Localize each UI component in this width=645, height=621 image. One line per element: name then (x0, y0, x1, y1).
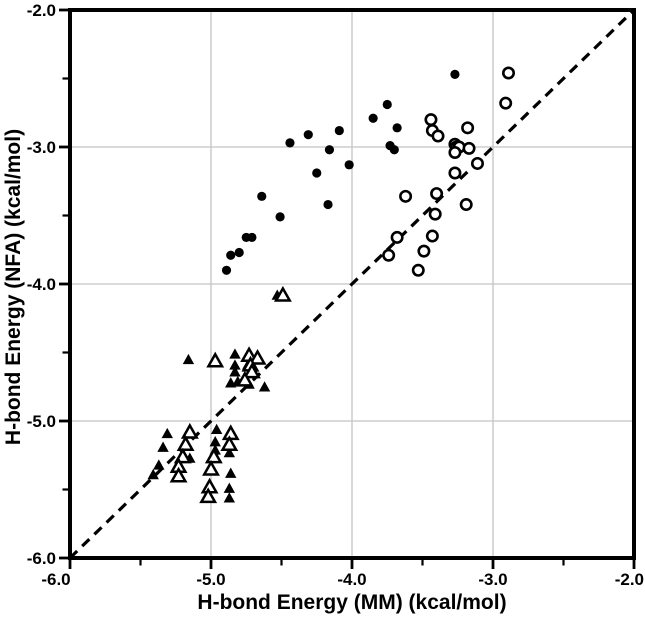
series-filled-circles (221, 69, 460, 275)
axis-ticks (59, 8, 636, 569)
x-tick-label: -4.0 (337, 570, 366, 589)
data-point (247, 232, 257, 243)
x-tick-label: -3.0 (478, 570, 507, 589)
data-point (462, 141, 476, 155)
data-point (202, 459, 220, 476)
data-point (182, 353, 195, 365)
data-point (470, 156, 484, 170)
data-point (180, 422, 199, 439)
data-point (389, 145, 399, 155)
x-tick-label: -5.0 (196, 570, 225, 589)
data-point (424, 113, 438, 127)
y-tick-label: -2.0 (27, 1, 56, 20)
data-point (248, 348, 267, 365)
identity-line (68, 8, 636, 560)
data-point (425, 229, 439, 243)
y-tick-label: -3.0 (27, 138, 56, 157)
data-point (382, 248, 396, 262)
data-point (448, 166, 462, 180)
data-point (344, 160, 354, 170)
y-tick-label: -6.0 (27, 549, 56, 568)
data-point (234, 247, 244, 258)
data-point (157, 441, 169, 452)
data-point (209, 436, 221, 447)
data-point (225, 467, 237, 478)
data-point (273, 285, 292, 302)
data-point (323, 199, 333, 210)
data-point (223, 492, 236, 503)
data-point (220, 435, 239, 452)
data-point (153, 459, 165, 470)
data-point (303, 130, 313, 140)
data-point (285, 138, 295, 148)
data-point (430, 187, 444, 201)
data-point (499, 96, 513, 110)
data-point (392, 123, 402, 133)
data-point (204, 447, 223, 464)
data-point (221, 424, 240, 441)
series-open-circles (382, 66, 516, 277)
data-point (210, 423, 223, 435)
data-point (411, 263, 425, 277)
data-point (229, 359, 241, 370)
data-point (399, 189, 413, 203)
data-point (169, 466, 188, 483)
data-point (206, 351, 225, 368)
plot-frame (68, 8, 636, 560)
data-point (258, 381, 271, 392)
data-point (368, 113, 378, 123)
data-point (161, 427, 173, 439)
data-point (459, 198, 473, 212)
data-point (147, 468, 159, 480)
x-tick-label: -2.0 (615, 570, 644, 589)
data-point (226, 250, 236, 260)
series-open-triangles (169, 285, 292, 504)
data-point (431, 129, 445, 143)
data-point (229, 348, 241, 359)
data-point (275, 212, 285, 222)
y-axis-title: H-bond Energy (NFA) (kcal/mol) (2, 128, 25, 446)
data-point (229, 366, 241, 377)
tick-labels: -6.0 -5.0 -4.0 -3.0 -2.0 -6.0 -5.0 -4.0 -3.0 -2.0 (27, 1, 644, 589)
data-point (502, 66, 516, 80)
y-tick-label: -5.0 (27, 412, 56, 431)
data-point (257, 191, 267, 201)
x-axis-title: H-bond Energy (MM) (kcal/mol) (197, 591, 507, 614)
data-point (382, 99, 392, 110)
data-point (390, 230, 404, 244)
data-point (199, 487, 218, 504)
y-tick-label: -4.0 (27, 275, 56, 294)
data-point (221, 265, 232, 275)
data-point (448, 145, 462, 159)
data-point (235, 370, 254, 387)
data-point (176, 435, 195, 452)
data-point (324, 145, 335, 155)
data-point (428, 207, 442, 221)
data-point (417, 244, 431, 258)
data-point (223, 482, 236, 493)
data-point (450, 69, 460, 79)
data-point (242, 362, 261, 379)
x-tick-label: -6.0 (41, 570, 70, 589)
data-point (334, 125, 344, 136)
data-point (312, 168, 322, 178)
data-point (461, 121, 475, 135)
data-point (223, 447, 236, 458)
